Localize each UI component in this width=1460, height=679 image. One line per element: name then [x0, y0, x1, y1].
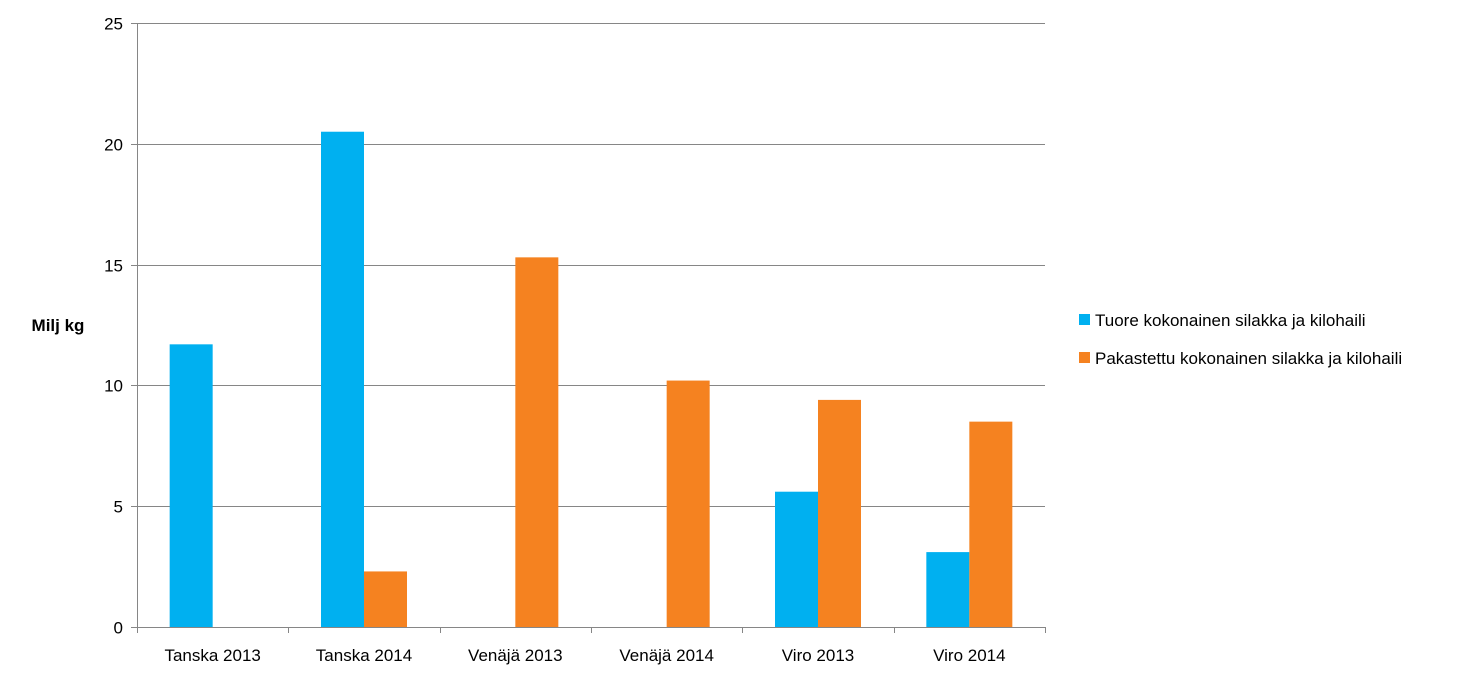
grid-lines	[137, 23, 1045, 507]
y-tick-label: 20	[104, 136, 123, 155]
y-axis-label: Milj kg	[32, 316, 85, 335]
y-tick-label: 5	[114, 498, 123, 517]
bar-tuore	[321, 131, 364, 627]
y-tick-label: 15	[104, 257, 123, 276]
legend-swatch	[1079, 314, 1090, 325]
bar-pakastettu	[818, 399, 861, 627]
legend-label: Tuore kokonainen silakka ja kilohaili	[1095, 311, 1366, 330]
y-tick-label: 25	[104, 15, 123, 34]
legend-swatch	[1079, 352, 1090, 363]
legend: Tuore kokonainen silakka ja kilohaili Pak…	[1079, 311, 1402, 368]
axes	[137, 23, 1045, 628]
bars	[169, 131, 1013, 627]
bar-pakastettu	[364, 571, 407, 627]
y-axis-ticks: 0 5 10 15 20 25	[104, 15, 137, 638]
y-tick-label: 10	[104, 377, 123, 396]
x-tick-label: Viro 2014	[933, 646, 1005, 665]
x-tick-label: Venäjä 2014	[619, 646, 714, 665]
y-tick-label: 0	[114, 619, 123, 638]
bar-pakastettu	[666, 380, 710, 627]
bar-tuore	[169, 344, 213, 627]
bar-pakastettu	[515, 257, 559, 627]
x-tick-label: Tanska 2014	[316, 646, 412, 665]
bar-pakastettu	[969, 421, 1013, 627]
x-tick-label: Tanska 2013	[164, 646, 260, 665]
legend-label: Pakastettu kokonainen silakka ja kilohai…	[1095, 349, 1402, 368]
bar-tuore	[775, 491, 818, 627]
x-axis-ticks: Tanska 2013 Tanska 2014 Venäjä 2013 Venäjä …	[137, 627, 1046, 665]
x-tick-label: Venäjä 2013	[468, 646, 563, 665]
x-tick-label: Viro 2013	[782, 646, 854, 665]
bar-tuore	[926, 552, 970, 627]
